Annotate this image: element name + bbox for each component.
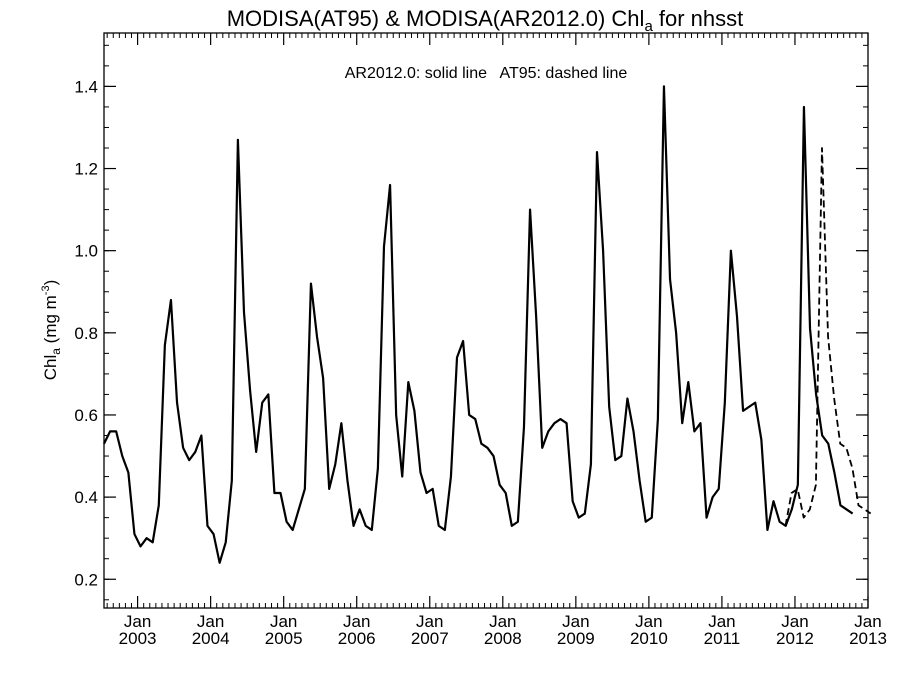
x-tick-label-year: 2009 (557, 629, 595, 648)
plot-frame (103, 32, 869, 609)
x-tick-label-year: 2008 (484, 629, 522, 648)
x-tick-label-month: Jan (416, 612, 443, 631)
x-tick-label-year: 2007 (411, 629, 449, 648)
series-line-at95 (784, 147, 872, 527)
x-tick-label-month: Jan (197, 612, 224, 631)
x-tick-label-month: Jan (635, 612, 662, 631)
y-tick-label: 0.2 (74, 570, 98, 589)
y-tick-label: 0.8 (74, 324, 98, 343)
x-tick-label-year: 2006 (338, 629, 376, 648)
x-tick-label-month: Jan (489, 612, 516, 631)
y-tick-label: 1.4 (74, 77, 98, 96)
y-axis-label-subscript: a (49, 348, 63, 355)
y-axis-label-superscript: -3 (40, 285, 52, 295)
y-axis-label: Chla (mg m-3) (40, 280, 63, 381)
y-tick-label: 0.4 (74, 488, 98, 507)
y-axis-label-main: Chl (41, 355, 60, 381)
data-point-at95 (851, 467, 853, 469)
series-line-ar2012-0 (103, 85, 854, 564)
x-tick-label-year: 2013 (849, 629, 887, 648)
data-point-at95 (845, 447, 847, 449)
x-tick-label-month: Jan (854, 612, 881, 631)
x-tick-label-month: Jan (562, 612, 589, 631)
x-tick-label-year: 2011 (704, 629, 741, 648)
x-tick-label-month: Jan (343, 612, 370, 631)
y-tick-label: 0.6 (74, 406, 98, 425)
chart-title-suffix: for nhsst (653, 6, 743, 31)
y-tick-label: 1.2 (74, 160, 98, 179)
x-tick-label-year: 2004 (192, 629, 230, 648)
x-tick-label-month: Jan (781, 612, 808, 631)
y-axis-label-unit-prefix: (mg m (41, 295, 60, 348)
chart-annotation: AR2012.0: solid line AT95: dashed line (345, 65, 628, 82)
y-axis-label-unit-suffix: ) (41, 280, 60, 286)
x-tick-label-month: Jan (708, 612, 735, 631)
data-point-at95 (864, 508, 866, 510)
chart-title: MODISA(AT95) & MODISA(AR2012.0) Chla for… (227, 6, 744, 35)
x-tick-label-year: 2003 (119, 629, 157, 648)
y-tick-label: 1.0 (74, 242, 98, 261)
x-tick-label-year: 2010 (630, 629, 668, 648)
chart-title-subscript: a (644, 18, 653, 35)
chart-title-prefix: MODISA(AT95) & MODISA(AR2012.0) Chl (227, 6, 645, 31)
x-tick-label-year: 2012 (776, 629, 814, 648)
x-tick-label-month: Jan (270, 612, 297, 631)
x-tick-label-year: 2005 (265, 629, 303, 648)
x-tick-label-month: Jan (124, 612, 151, 631)
